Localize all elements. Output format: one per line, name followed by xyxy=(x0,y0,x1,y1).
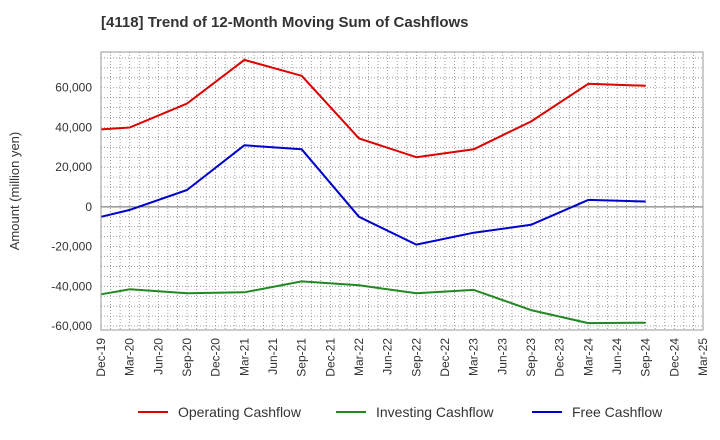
legend-label: Investing Cashflow xyxy=(376,404,494,420)
y-tick-label: 60,000 xyxy=(55,81,92,95)
x-tick-label: Mar-24 xyxy=(581,338,595,376)
legend-item: Free Cashflow xyxy=(532,404,662,420)
x-tick-label: Dec-23 xyxy=(553,338,567,377)
x-tick-label: Mar-22 xyxy=(352,338,366,376)
x-tick-label: Sep-21 xyxy=(295,338,309,377)
series-group xyxy=(100,58,646,325)
x-tick-label: Dec-24 xyxy=(667,338,681,377)
x-tick-label: Jun-23 xyxy=(495,338,509,375)
x-tick-label: Mar-23 xyxy=(467,338,481,376)
free-cashflow-line xyxy=(100,144,646,246)
x-tick-label: Sep-22 xyxy=(409,338,423,377)
legend-swatch xyxy=(138,411,168,413)
x-tick-label: Jun-21 xyxy=(266,338,280,375)
x-tick-label: Jun-24 xyxy=(610,338,624,375)
x-tick-label: Dec-22 xyxy=(438,338,452,377)
x-tick-labels: Dec-19 Mar-20 Jun-20 Sep-20 Dec-20 Mar-21 Jun-… xyxy=(94,338,710,377)
x-tick-label: Sep-24 xyxy=(639,338,653,377)
y-tick-label: 40,000 xyxy=(55,120,92,134)
legend-swatch xyxy=(336,411,366,413)
y-tick-label: -20,000 xyxy=(51,240,92,254)
y-tick-label: 20,000 xyxy=(55,160,92,174)
legend: Operating Cashflow Investing Cashflow Free… xyxy=(0,404,720,428)
grid xyxy=(100,52,704,330)
x-tick-label: Mar-25 xyxy=(696,338,710,376)
x-tick-label: Dec-19 xyxy=(94,338,108,377)
x-tick-label: Jun-22 xyxy=(381,338,395,375)
x-tick-label: Sep-20 xyxy=(180,338,194,377)
legend-item: Investing Cashflow xyxy=(336,404,494,420)
legend-label: Free Cashflow xyxy=(572,404,663,420)
y-tick-label: -60,000 xyxy=(51,319,92,333)
line-chart: -60,000 -40,000 -20,000 0 20,000 40,000 60,000… xyxy=(7,51,710,377)
y-tick-label: 0 xyxy=(85,200,92,214)
y-axis-label: Amount (million yen) xyxy=(7,132,22,251)
y-tick-labels: -60,000 -40,000 -20,000 0 20,000 40,000 60,000 xyxy=(51,81,92,333)
x-tick-label: Mar-20 xyxy=(123,338,137,376)
operating-cashflow-line xyxy=(100,58,646,159)
legend-item: Operating Cashflow xyxy=(138,404,301,420)
y-tick-label: -40,000 xyxy=(51,279,92,293)
investing-cashflow-line xyxy=(100,280,646,325)
x-tick-label: Jun-20 xyxy=(151,338,165,375)
plot-frame xyxy=(100,51,704,331)
x-tick-label: Dec-21 xyxy=(323,338,337,377)
chart-title: [4118] Trend of 12-Month Moving Sum of C… xyxy=(101,14,469,31)
x-tick-label: Dec-20 xyxy=(209,338,223,377)
x-tick-label: Mar-21 xyxy=(237,338,251,376)
legend-swatch xyxy=(532,411,562,413)
x-tick-label: Sep-23 xyxy=(524,338,538,377)
legend-label: Operating Cashflow xyxy=(178,404,301,420)
